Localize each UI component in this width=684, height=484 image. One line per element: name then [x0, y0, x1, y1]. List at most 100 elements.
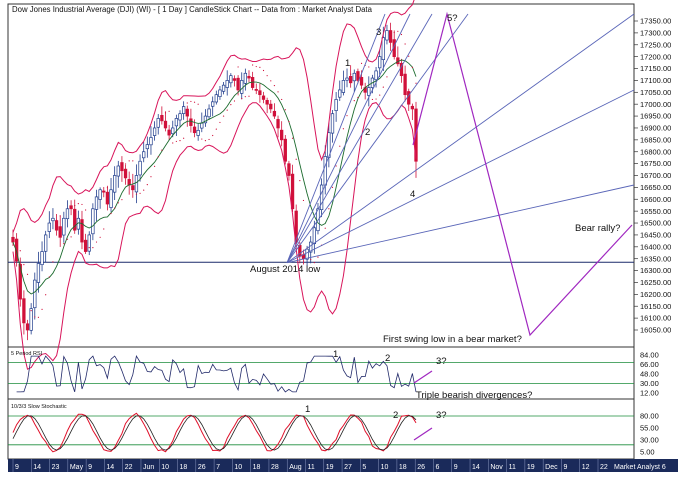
sar-dot: [183, 137, 185, 139]
sar-dot: [371, 98, 374, 101]
candle-body: [305, 248, 309, 260]
candle-body: [341, 80, 346, 93]
candle-body: [330, 113, 335, 134]
x-tick-label: 9: [88, 464, 92, 471]
candle-body: [356, 71, 360, 81]
candle-body: [192, 126, 197, 134]
x-tick-label: 19: [326, 464, 334, 471]
x-tick-label: 10: [161, 464, 169, 471]
price-tick-label: 16800.00: [640, 147, 671, 156]
sar-dot: [219, 121, 221, 124]
sar-dot: [353, 100, 355, 102]
sar-dot: [63, 243, 65, 245]
sar-dot: [52, 261, 54, 263]
price-tick-label: 16100.00: [640, 314, 671, 323]
sar-dot: [397, 30, 399, 32]
sar-dot: [255, 65, 257, 68]
bear-rally-label: Bear rally?: [575, 223, 620, 234]
sar-dot: [55, 219, 58, 221]
axis-layer: 17350.00 17300.00 17250.00 17200.00 17150.00…: [12, 17, 671, 472]
price-tick-label: 16450.00: [640, 231, 671, 240]
candle-body: [29, 308, 33, 331]
rsi-mark-1: 1: [333, 349, 338, 360]
rsi-tick-label: 30.00: [640, 379, 659, 388]
sar-dot: [346, 115, 348, 117]
wave-label-5: 5?: [447, 13, 458, 24]
x-tick-label: 11: [509, 464, 516, 471]
candle-body: [261, 95, 266, 100]
candle-body: [276, 119, 280, 129]
candle-body: [149, 137, 153, 146]
candle-body: [319, 184, 324, 211]
stoch-tick-label: 5.00: [640, 448, 655, 457]
candle-body: [73, 208, 77, 231]
candle-body: [280, 129, 284, 141]
sar-dot: [328, 208, 330, 210]
candle-body: [11, 236, 15, 243]
candle-body: [196, 129, 200, 136]
sar-dot: [190, 100, 192, 103]
candle-body: [254, 89, 258, 91]
candle-body: [98, 189, 102, 200]
candle-body: [240, 80, 244, 94]
x-tick-label: 19: [527, 464, 535, 471]
sar-dot: [230, 103, 232, 106]
rsi-tick-label: 12.00: [640, 389, 659, 398]
price-tick-label: 17150.00: [640, 64, 671, 73]
candle-body: [113, 175, 117, 193]
projection-path: [412, 11, 633, 337]
sar-dot: [360, 62, 363, 64]
x-tick-label: 18: [253, 464, 261, 471]
x-tick-label: 14: [106, 464, 114, 471]
price-tick-label: 17050.00: [640, 88, 671, 97]
fan-line: [286, 13, 635, 264]
sar-dot: [331, 186, 334, 188]
sar-dot: [110, 212, 112, 215]
candle-body: [109, 189, 113, 208]
stochastic-layer: [8, 412, 634, 453]
first-swing-label: First swing low in a bear market?: [383, 334, 522, 345]
price-tick-label: 16400.00: [640, 242, 671, 251]
stoch-mark-1: 1: [305, 404, 310, 415]
fan-line: [286, 89, 635, 264]
price-tick-label: 16750.00: [640, 159, 671, 168]
sar-dot: [215, 128, 217, 130]
sar-dot: [393, 31, 395, 34]
stoch-tick-label: 30.00: [640, 436, 659, 445]
sar-dot: [212, 134, 214, 137]
candle-body: [181, 106, 186, 114]
price-tick-label: 16150.00: [640, 302, 671, 311]
price-tick-label: 16050.00: [640, 326, 671, 335]
candle-body: [178, 113, 182, 121]
sar-dot: [295, 158, 297, 160]
candle-body: [58, 226, 62, 238]
x-tick-label: 6: [435, 464, 439, 471]
x-tick-label: 22: [125, 464, 133, 471]
candle-body: [91, 208, 95, 235]
sar-dot: [95, 241, 98, 243]
price-tick-label: 17000.00: [640, 100, 671, 109]
price-tick-label: 16650.00: [640, 183, 671, 192]
wave-label-3: 3: [376, 27, 381, 38]
sar-dot: [34, 316, 36, 318]
sar-dot: [299, 180, 301, 182]
stoch-mark-2: 2: [393, 410, 398, 421]
x-tick-label: 27: [344, 464, 352, 471]
price-tick-label: 16550.00: [640, 207, 671, 216]
sar-dot: [277, 91, 279, 93]
price-tick-label: 16300.00: [640, 266, 671, 275]
sar-dot: [415, 82, 417, 84]
sar-dot: [81, 203, 83, 206]
sar-dot: [404, 43, 406, 45]
sar-dot: [193, 101, 196, 103]
sar-dot: [172, 142, 174, 144]
x-tick-label: 22: [600, 464, 608, 471]
sar-dot: [41, 308, 43, 310]
candle-body: [44, 234, 48, 252]
sar-dot: [368, 66, 370, 68]
sar-dot: [262, 69, 265, 72]
sar-dot: [226, 109, 228, 111]
candle-body: [94, 196, 99, 210]
sar-dot: [99, 236, 101, 238]
candle-body: [156, 118, 160, 128]
